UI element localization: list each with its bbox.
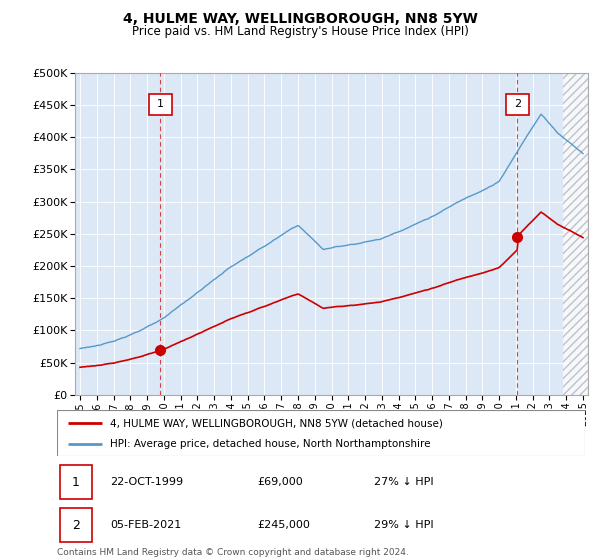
Text: 2: 2 — [72, 519, 80, 532]
Text: 29% ↓ HPI: 29% ↓ HPI — [374, 520, 433, 530]
Text: £69,000: £69,000 — [257, 477, 304, 487]
FancyBboxPatch shape — [59, 465, 92, 499]
Text: 4, HULME WAY, WELLINGBOROUGH, NN8 5YW: 4, HULME WAY, WELLINGBOROUGH, NN8 5YW — [122, 12, 478, 26]
Text: Price paid vs. HM Land Registry's House Price Index (HPI): Price paid vs. HM Land Registry's House … — [131, 25, 469, 38]
Text: 05-FEB-2021: 05-FEB-2021 — [110, 520, 181, 530]
FancyBboxPatch shape — [149, 94, 172, 115]
FancyBboxPatch shape — [57, 410, 585, 456]
Text: 2: 2 — [514, 99, 521, 109]
Text: 27% ↓ HPI: 27% ↓ HPI — [374, 477, 433, 487]
Text: Contains HM Land Registry data © Crown copyright and database right 2024.: Contains HM Land Registry data © Crown c… — [57, 548, 409, 557]
Text: £245,000: £245,000 — [257, 520, 311, 530]
FancyBboxPatch shape — [59, 508, 92, 542]
Bar — [563, 73, 588, 395]
Text: HPI: Average price, detached house, North Northamptonshire: HPI: Average price, detached house, Nort… — [110, 438, 430, 449]
Text: 4, HULME WAY, WELLINGBOROUGH, NN8 5YW (detached house): 4, HULME WAY, WELLINGBOROUGH, NN8 5YW (d… — [110, 418, 443, 428]
Text: 1: 1 — [72, 475, 80, 489]
FancyBboxPatch shape — [506, 94, 529, 115]
Text: 22-OCT-1999: 22-OCT-1999 — [110, 477, 183, 487]
Text: 1: 1 — [157, 99, 164, 109]
